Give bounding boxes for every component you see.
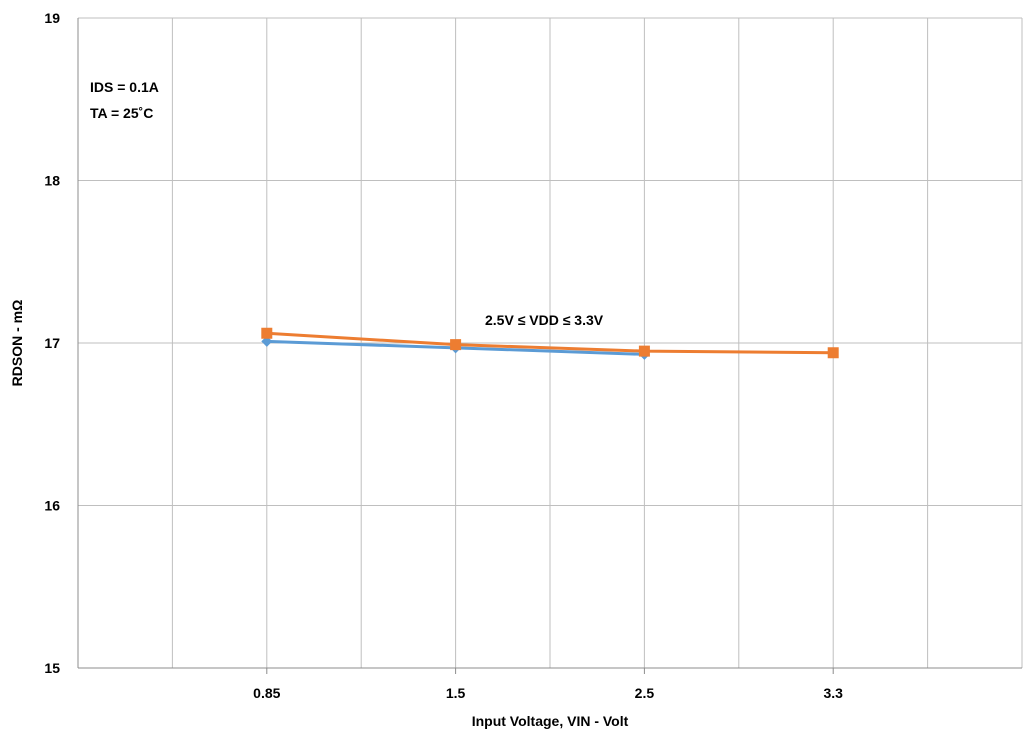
y-axis-title: RDSON - mΩ <box>9 300 25 387</box>
y-tick-label: 18 <box>44 173 60 189</box>
gridlines <box>78 17 1023 669</box>
square-marker <box>827 347 839 359</box>
annotation-vdd-range: 2.5V ≤ VDD ≤ 3.3V <box>485 312 604 328</box>
square-marker <box>261 327 273 339</box>
y-tick-label: 16 <box>44 498 60 514</box>
y-tick-labels: 15 16 17 18 19 <box>44 10 60 676</box>
annotation-ta: TA = 25˚C <box>90 105 153 121</box>
y-tick-label: 19 <box>44 10 60 26</box>
y-tick-label: 15 <box>44 660 60 676</box>
x-tick-label: 1.5 <box>446 685 466 701</box>
y-tick-label: 17 <box>44 335 60 351</box>
axes <box>77 18 1022 669</box>
x-tick-labels: 0.85 1.5 2.5 3.3 <box>253 668 843 701</box>
square-marker <box>450 339 462 351</box>
square-marker <box>638 345 650 357</box>
series-line <box>266 331 834 355</box>
annotation-ids: IDS = 0.1A <box>90 79 159 95</box>
x-axis-title: Input Voltage, VIN - Volt <box>472 713 629 729</box>
x-tick-label: 0.85 <box>253 685 280 701</box>
series-2 <box>261 327 839 359</box>
data-series <box>261 327 839 360</box>
x-tick-label: 2.5 <box>635 685 655 701</box>
x-tick-label: 3.3 <box>823 685 843 701</box>
